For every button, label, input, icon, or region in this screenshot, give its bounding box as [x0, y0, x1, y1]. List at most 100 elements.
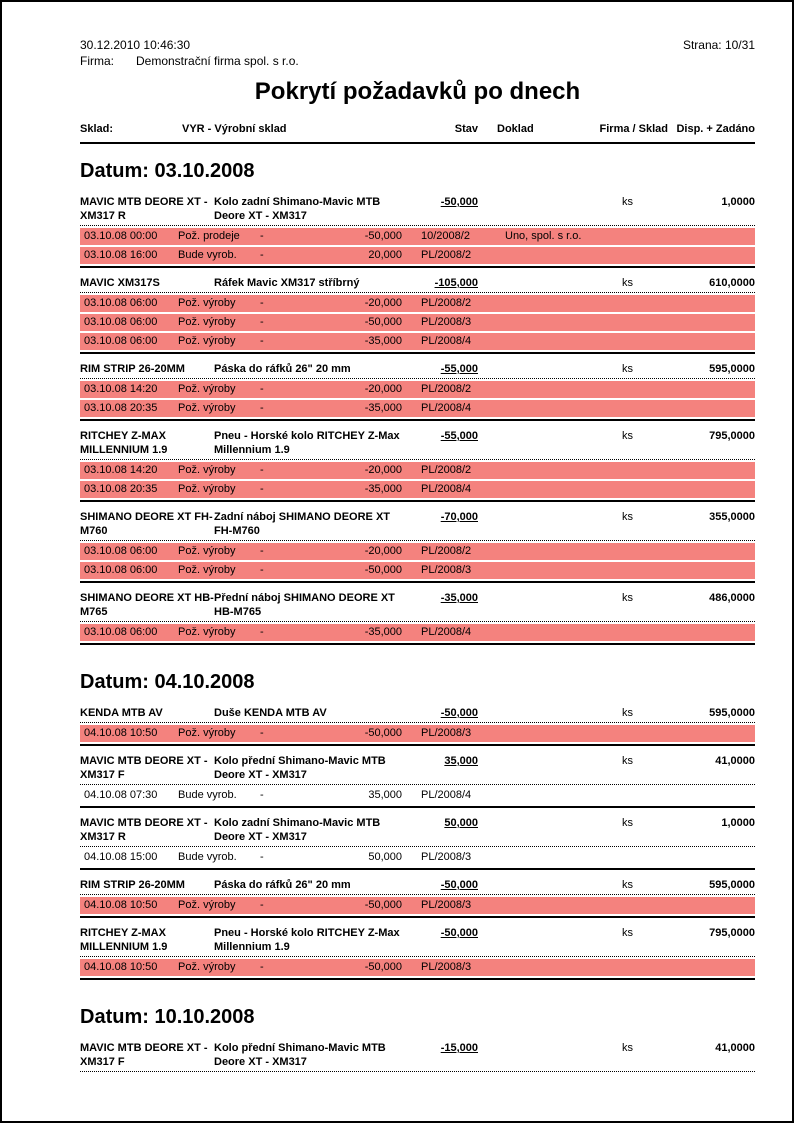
row-type: Pož. výroby	[178, 483, 236, 495]
item-rows: 03.10.08 14:20 Pož. výroby - -20,000 PL/…	[80, 460, 755, 498]
item-rows: 03.10.08 06:00 Pož. výroby - -35,000 PL/…	[80, 622, 755, 641]
row-firma	[505, 481, 755, 498]
item-header: KENDA MTB AV Duše KENDA MTB AV -50,000 k…	[80, 706, 755, 723]
report-title: Pokrytí požadavků po dnech	[254, 78, 581, 105]
item-rows: 04.10.08 15:00 Bude vyrob. - 50,000 PL/2…	[80, 847, 755, 866]
row-dash: -	[260, 230, 264, 242]
item-header-spacer	[478, 591, 622, 619]
row-datetime: 03.10.08 06:00	[84, 297, 158, 309]
row-dash: -	[260, 851, 264, 863]
row-firma	[505, 959, 755, 976]
item-disp-value: 595,0000	[709, 707, 755, 719]
detail-row: 04.10.08 07:30 Bude vyrob. - 35,000 PL/2…	[80, 787, 755, 804]
row-dash: -	[260, 297, 264, 309]
item-unit: ks	[622, 927, 633, 939]
row-datetime: 03.10.08 16:00	[84, 249, 158, 261]
item-header: SHIMANO DEORE XT FH-M760 Zadní náboj SHI…	[80, 510, 755, 541]
item-header-spacer	[478, 429, 622, 457]
item-code: RITCHEY Z-MAX MILLENNIUM 1.9	[80, 430, 168, 456]
item-unit: ks	[622, 817, 633, 829]
page-meta: 30.12.2010 10:46:30 Strana: 10/31	[80, 38, 755, 53]
item-block: MAVIC MTB DEORE XT - XM317 F Kolo přední…	[80, 746, 755, 808]
item-name: Přední náboj SHIMANO DEORE XT HB-M765	[214, 592, 395, 618]
row-type: Pož. výroby	[178, 402, 236, 414]
detail-row: 03.10.08 16:00 Bude vyrob. - 20,000 PL/2…	[80, 247, 755, 264]
item-disp-value: 595,0000	[709, 879, 755, 891]
item-stav-value: -55,000	[440, 430, 478, 442]
row-type: Bude vyrob.	[178, 789, 237, 801]
company-name: Demonstrační firma spol. s r.o.	[136, 54, 299, 68]
row-amount: -20,000	[364, 545, 402, 557]
item-rows: 03.10.08 06:00 Pož. výroby - -20,000 PL/…	[80, 541, 755, 579]
row-dash: -	[260, 402, 264, 414]
row-amount: -35,000	[364, 626, 402, 638]
item-separator-line	[80, 500, 755, 502]
row-amount: -50,000	[364, 564, 402, 576]
item-stav-value: -70,000	[440, 511, 478, 523]
item-header: RITCHEY Z-MAX MILLENNIUM 1.9 Pneu - Hors…	[80, 926, 755, 957]
item-name: Pneu - Horské kolo RITCHEY Z-Max Millenn…	[214, 927, 400, 953]
row-firma	[505, 562, 755, 579]
row-type: Pož. výroby	[178, 316, 236, 328]
detail-row: 04.10.08 10:50 Pož. výroby - -50,000 PL/…	[80, 959, 755, 976]
date-section: Datum: 03.10.2008 MAVIC MTB DEORE XT - X…	[80, 160, 755, 645]
item-stav-value: -50,000	[440, 707, 478, 719]
item-code: MAVIC MTB DEORE XT - XM317 F	[80, 1042, 208, 1068]
row-doklad: PL/2008/4	[421, 483, 472, 495]
detail-row: 03.10.08 06:00 Pož. výroby - -50,000 PL/…	[80, 562, 755, 579]
item-rows: 04.10.08 07:30 Bude vyrob. - 35,000 PL/2…	[80, 785, 755, 804]
item-unit: ks	[622, 755, 633, 767]
item-name: Páska do ráfků 26" 20 mm	[214, 363, 351, 375]
item-header-spacer	[478, 195, 622, 223]
date-section-items: KENDA MTB AV Duše KENDA MTB AV -50,000 k…	[80, 698, 755, 980]
row-datetime: 03.10.08 06:00	[84, 564, 158, 576]
row-dash: -	[260, 335, 264, 347]
page-number: Strana: 10/31	[682, 38, 755, 52]
item-rows: 04.10.08 10:50 Pož. výroby - -50,000 PL/…	[80, 895, 755, 914]
row-doklad: PL/2008/4	[421, 335, 472, 347]
item-disp-value: 1,0000	[721, 817, 755, 829]
item-header-spacer	[478, 1041, 622, 1069]
item-header: MAVIC MTB DEORE XT - XM317 F Kolo přední…	[80, 754, 755, 785]
item-block: RIM STRIP 26-20MM Páska do ráfků 26" 20 …	[80, 354, 755, 421]
item-name: Ráfek Mavic XM317 stříbrný	[214, 277, 360, 289]
item-block: MAVIC MTB DEORE XT - XM317 R Kolo zadní …	[80, 808, 755, 870]
row-datetime: 04.10.08 10:50	[84, 727, 158, 739]
item-code: SHIMANO DEORE XT FH-M760	[80, 511, 213, 537]
row-dash: -	[260, 899, 264, 911]
row-doklad: PL/2008/3	[421, 899, 472, 911]
row-firma	[505, 381, 755, 398]
item-unit: ks	[622, 363, 633, 375]
item-rows: 03.10.08 14:20 Pož. výroby - -20,000 PL/…	[80, 379, 755, 417]
item-header-spacer	[478, 878, 622, 892]
row-datetime: 03.10.08 20:35	[84, 402, 158, 414]
item-block: MAVIC XM317S Ráfek Mavic XM317 stříbrný …	[80, 268, 755, 354]
item-code: MAVIC MTB DEORE XT - XM317 F	[80, 755, 208, 781]
item-stav-value: 35,000	[444, 755, 478, 767]
row-doklad: PL/2008/3	[421, 727, 472, 739]
item-rows: 03.10.08 06:00 Pož. výroby - -20,000 PL/…	[80, 293, 755, 350]
row-datetime: 03.10.08 06:00	[84, 316, 158, 328]
row-type: Pož. výroby	[178, 545, 236, 557]
item-rows: 04.10.08 10:50 Pož. výroby - -50,000 PL/…	[80, 957, 755, 976]
detail-row: 03.10.08 20:35 Pož. výroby - -35,000 PL/…	[80, 481, 755, 498]
item-stav-value: -50,000	[440, 196, 478, 208]
row-doklad: PL/2008/2	[421, 297, 472, 309]
row-amount: -50,000	[364, 230, 402, 242]
row-dash: -	[260, 727, 264, 739]
row-type: Pož. výroby	[178, 961, 236, 973]
row-datetime: 03.10.08 06:00	[84, 545, 158, 557]
item-header: MAVIC MTB DEORE XT - XM317 R Kolo zadní …	[80, 195, 755, 226]
item-separator-line	[80, 419, 755, 421]
item-rows: 04.10.08 10:50 Pož. výroby - -50,000 PL/…	[80, 723, 755, 742]
row-type: Pož. prodeje	[178, 230, 240, 242]
item-unit: ks	[622, 511, 633, 523]
company-label: Firma:	[80, 54, 114, 68]
row-firma	[505, 400, 755, 417]
item-disp-value: 795,0000	[709, 927, 755, 939]
item-header-spacer	[478, 706, 622, 720]
item-unit: ks	[622, 592, 633, 604]
row-amount: -35,000	[364, 402, 402, 414]
warehouse-value: VYR - Výrobní sklad	[182, 123, 287, 135]
